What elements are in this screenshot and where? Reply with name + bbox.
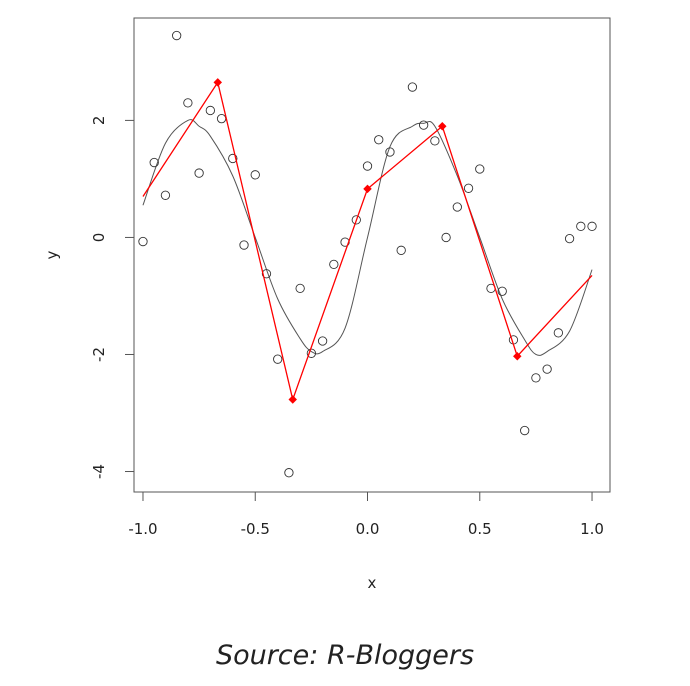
data-point xyxy=(172,30,182,41)
data-point xyxy=(385,147,395,157)
data-point xyxy=(542,364,552,374)
data-points xyxy=(138,30,597,478)
y-tick-label: 0 xyxy=(90,233,108,243)
knot-point xyxy=(363,184,372,194)
data-point xyxy=(351,215,361,225)
data-point xyxy=(520,425,530,436)
y-tick-label: 2 xyxy=(90,116,108,126)
x-axis-label: x xyxy=(368,574,377,592)
x-tick-label: -0.5 xyxy=(241,520,270,538)
data-point xyxy=(531,373,541,383)
y-tick-label: -4 xyxy=(90,464,108,479)
data-point xyxy=(564,233,575,244)
data-point xyxy=(239,240,249,250)
x-tick-label: 0.5 xyxy=(468,520,492,538)
x-tick-label: -1.0 xyxy=(128,520,157,538)
smooth-curve-line xyxy=(142,119,593,356)
data-point xyxy=(475,164,485,174)
data-point xyxy=(317,336,328,346)
piecewise-fit xyxy=(142,78,593,404)
data-point xyxy=(576,221,586,231)
data-point xyxy=(418,120,429,130)
x-axis: -1.0 -0.5 0.0 0.5 1.0 xyxy=(128,491,604,538)
data-point xyxy=(362,161,373,171)
data-point xyxy=(284,468,294,478)
chart: -1.0 -0.5 0.0 0.5 1.0 -4 -2 0 2 x y xyxy=(43,17,611,592)
data-point xyxy=(194,168,204,178)
y-tick-label: -2 xyxy=(90,347,108,362)
data-point xyxy=(452,202,462,212)
data-point xyxy=(587,221,597,231)
data-point xyxy=(407,82,418,92)
data-point xyxy=(250,170,260,180)
x-tick-label: 0.0 xyxy=(356,520,380,538)
data-point xyxy=(374,135,384,145)
y-axis-label: y xyxy=(43,250,61,259)
data-point xyxy=(273,354,283,364)
data-point xyxy=(441,232,451,243)
data-point xyxy=(396,245,406,255)
data-point xyxy=(216,114,227,124)
smooth-curve xyxy=(142,119,593,356)
data-point xyxy=(138,236,148,247)
data-point xyxy=(463,183,474,193)
y-axis: -4 -2 0 2 xyxy=(90,116,135,479)
data-point xyxy=(183,98,193,108)
data-point xyxy=(228,153,238,164)
knot-point xyxy=(288,395,297,404)
data-point xyxy=(149,157,159,168)
x-tick-label: 1.0 xyxy=(580,520,604,538)
data-point xyxy=(295,283,305,294)
data-point xyxy=(329,259,339,270)
data-point xyxy=(497,286,507,296)
data-point xyxy=(553,328,564,338)
source-caption: Source: R-Bloggers xyxy=(215,640,475,671)
data-point xyxy=(430,136,440,146)
piecewise-fit-line xyxy=(142,80,593,402)
plot-frame xyxy=(133,17,611,493)
knot-point xyxy=(213,78,222,87)
knot-point xyxy=(513,351,522,361)
data-point xyxy=(205,105,215,116)
knot-point xyxy=(438,122,447,131)
data-point xyxy=(261,269,272,279)
data-point xyxy=(160,190,171,200)
data-point xyxy=(306,348,317,358)
